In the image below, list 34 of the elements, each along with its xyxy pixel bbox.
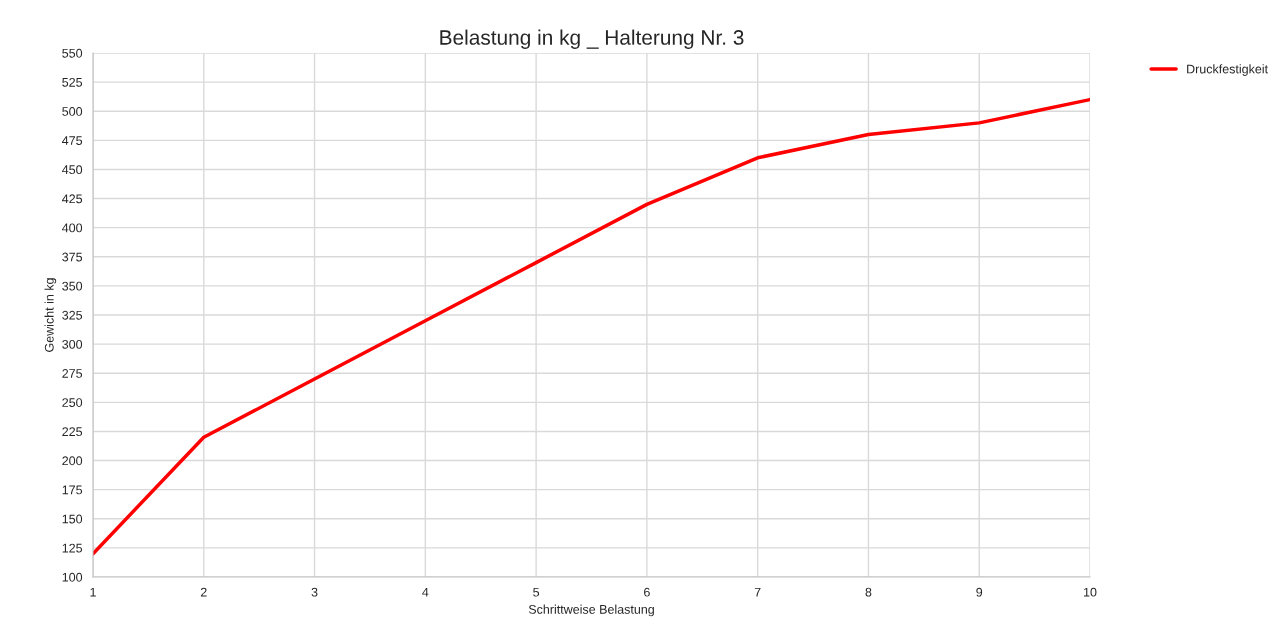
y-tick-label: 500	[62, 107, 83, 116]
y-tick-label: 325	[62, 310, 83, 320]
x-tick-label: 3	[311, 587, 318, 597]
y-tick-label: 300	[62, 339, 83, 349]
y-tick-label: 550	[62, 48, 83, 58]
line-series	[93, 97, 1090, 556]
x-tick-label: 8	[865, 587, 872, 597]
x-tick-label: 10	[1084, 587, 1097, 597]
y-tick-label: 250	[62, 398, 83, 407]
x-tick-label: 6	[644, 587, 650, 597]
y-tick-label: 150	[62, 514, 83, 524]
legend-label: Druckfestigkeit	[1187, 64, 1268, 76]
chart-title: Belastung in kg _ Halterung Nr. 3	[440, 29, 744, 49]
y-tick-label: 525	[62, 77, 83, 87]
y-tick-label: 100	[62, 572, 83, 582]
x-tick-label: 9	[976, 587, 983, 597]
x-tick-label: 4	[422, 587, 429, 597]
x-axis-title: Schrittweise Belastung	[528, 604, 654, 617]
y-tick-label: 450	[62, 165, 83, 175]
y-tick-label: 375	[62, 252, 83, 262]
x-tick-label: 7	[754, 587, 761, 597]
y-tick-label: 475	[62, 136, 83, 145]
y-tick-label: 350	[62, 281, 83, 291]
x-tick-label: 2	[200, 587, 207, 597]
y-tick-label: 400	[62, 223, 83, 233]
y-axis-title: Gewicht in kg	[44, 278, 57, 352]
y-tick-label: 175	[62, 485, 83, 495]
x-tick-label: 1	[90, 587, 96, 597]
x-tick-label: 5	[533, 587, 540, 597]
y-tick-label: 125	[62, 543, 83, 553]
y-tick-label: 225	[62, 427, 83, 437]
y-tick-label: 425	[62, 194, 83, 204]
y-tick-label: 200	[62, 456, 83, 466]
y-tick-label: 275	[62, 369, 83, 378]
